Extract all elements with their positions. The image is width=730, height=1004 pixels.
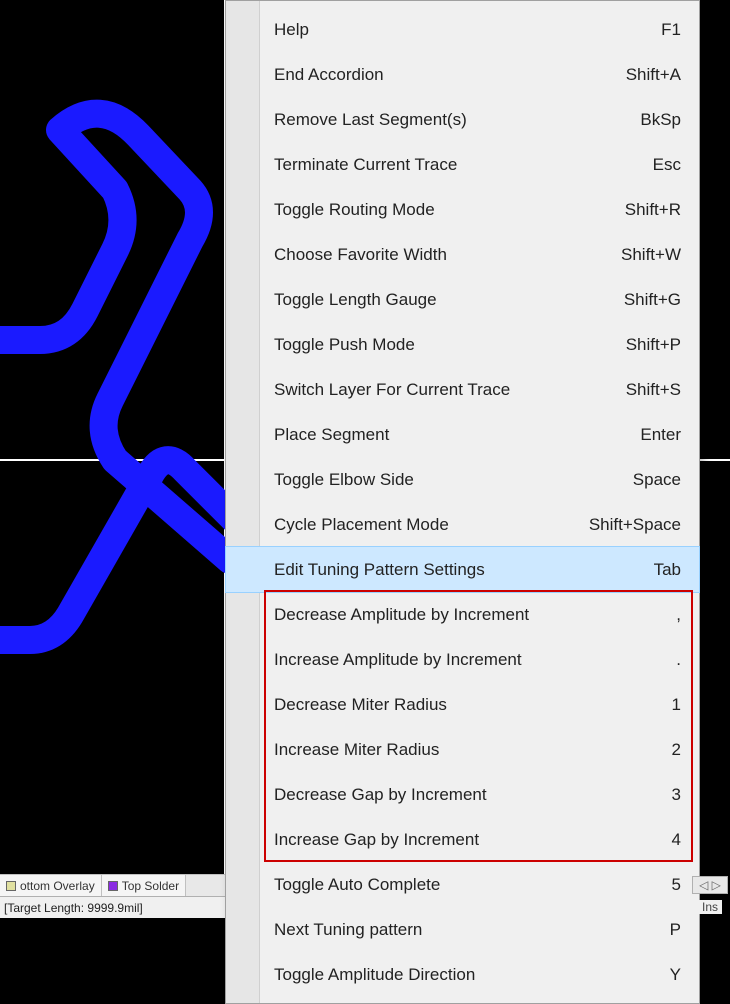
scroll-arrows-glyph: ◁ ▷ [699,878,721,892]
layer-swatch [6,881,16,891]
menu-item[interactable]: HelpF1 [226,7,699,52]
layer-swatch [108,881,118,891]
menu-item-label: Cycle Placement Mode [274,515,573,535]
menu-item[interactable]: Toggle Auto Complete5 [226,862,699,907]
tab-scroll-arrows[interactable]: ◁ ▷ [692,876,728,894]
menu-item-shortcut: P [654,920,681,940]
menu-item[interactable]: Switch Layer For Current TraceShift+S [226,367,699,412]
menu-item-label: Increase Gap by Increment [274,830,656,850]
menu-item-shortcut: . [660,650,681,670]
menu-item-label: Help [274,20,645,40]
menu-item[interactable]: Increase Amplitude by Increment. [226,637,699,682]
menu-item-shortcut: 4 [656,830,681,850]
menu-item-label: Edit Tuning Pattern Settings [274,560,638,580]
menu-item-shortcut: 3 [656,785,681,805]
status-bar: [Target Length: 9999.9mil] [0,896,225,918]
menu-item-shortcut: , [660,605,681,625]
menu-item[interactable]: Decrease Gap by Increment3 [226,772,699,817]
menu-item-label: Increase Miter Radius [274,740,656,760]
menu-item-shortcut: 5 [656,875,681,895]
menu-item-shortcut: Shift+G [608,290,681,310]
menu-item-label: Toggle Push Mode [274,335,610,355]
menu-item-label: Decrease Miter Radius [274,695,656,715]
menu-item-label: Toggle Elbow Side [274,470,617,490]
menu-item-shortcut: Y [654,965,681,985]
menu-item[interactable]: Toggle Push ModeShift+P [226,322,699,367]
layer-tab[interactable]: Top Solder [102,875,186,896]
context-menu: HelpF1End AccordionShift+ARemove Last Se… [225,0,700,1004]
menu-item-shortcut: Esc [637,155,681,175]
menu-item-shortcut: Enter [624,425,681,445]
menu-item-label: Toggle Routing Mode [274,200,609,220]
menu-item-label: Increase Amplitude by Increment [274,650,660,670]
layer-tab-strip: ottom Overlay Top Solder [0,874,225,896]
menu-item-label: End Accordion [274,65,610,85]
menu-item[interactable]: Toggle Amplitude DirectionY [226,952,699,997]
menu-item-label: Place Segment [274,425,624,445]
menu-item-label: Decrease Amplitude by Increment [274,605,660,625]
menu-item[interactable]: Place SegmentEnter [226,412,699,457]
menu-item-shortcut: Shift+S [610,380,681,400]
menu-item-label: Decrease Gap by Increment [274,785,656,805]
menu-item-shortcut: Space [617,470,681,490]
menu-item-shortcut: F1 [645,20,681,40]
menu-item-shortcut: Shift+Space [573,515,681,535]
menu-item[interactable]: Toggle Routing ModeShift+R [226,187,699,232]
menu-item-label: Next Tuning pattern [274,920,654,940]
layer-tab-label: Top Solder [122,879,179,893]
menu-item[interactable]: Increase Gap by Increment4 [226,817,699,862]
menu-item[interactable]: Cycle Placement ModeShift+Space [226,502,699,547]
menu-item-label: Switch Layer For Current Trace [274,380,610,400]
menu-item[interactable]: Next Tuning patternP [226,907,699,952]
menu-item[interactable]: Increase Miter Radius2 [226,727,699,772]
menu-item-label: Remove Last Segment(s) [274,110,624,130]
menu-item-label: Terminate Current Trace [274,155,637,175]
menu-item-shortcut: Shift+R [609,200,681,220]
menu-item[interactable]: Terminate Current TraceEsc [226,142,699,187]
menu-item[interactable]: Decrease Miter Radius1 [226,682,699,727]
menu-item[interactable]: Edit Tuning Pattern SettingsTab [226,547,699,592]
menu-item-label: Toggle Length Gauge [274,290,608,310]
menu-item-shortcut: Shift+P [610,335,681,355]
menu-item-shortcut: Shift+A [610,65,681,85]
menu-item-label: Toggle Amplitude Direction [274,965,654,985]
menu-item-shortcut: BkSp [624,110,681,130]
menu-item[interactable]: Choose Favorite WidthShift+W [226,232,699,277]
menu-item[interactable]: Decrease Amplitude by Increment, [226,592,699,637]
menu-item-shortcut: 2 [656,740,681,760]
menu-item-label: Toggle Auto Complete [274,875,656,895]
insert-mode-label: Ins [698,900,722,914]
menu-item[interactable]: Toggle Elbow SideSpace [226,457,699,502]
menu-item-shortcut: Tab [638,560,681,580]
menu-item[interactable]: End AccordionShift+A [226,52,699,97]
layer-tab[interactable]: ottom Overlay [0,875,102,896]
menu-item[interactable]: Toggle Length GaugeShift+G [226,277,699,322]
layer-tab-label: ottom Overlay [20,879,95,893]
menu-item-label: Choose Favorite Width [274,245,605,265]
menu-item-shortcut: 1 [656,695,681,715]
status-text: [Target Length: 9999.9mil] [4,901,143,915]
menu-item-shortcut: Shift+W [605,245,681,265]
menu-item[interactable]: Remove Last Segment(s)BkSp [226,97,699,142]
